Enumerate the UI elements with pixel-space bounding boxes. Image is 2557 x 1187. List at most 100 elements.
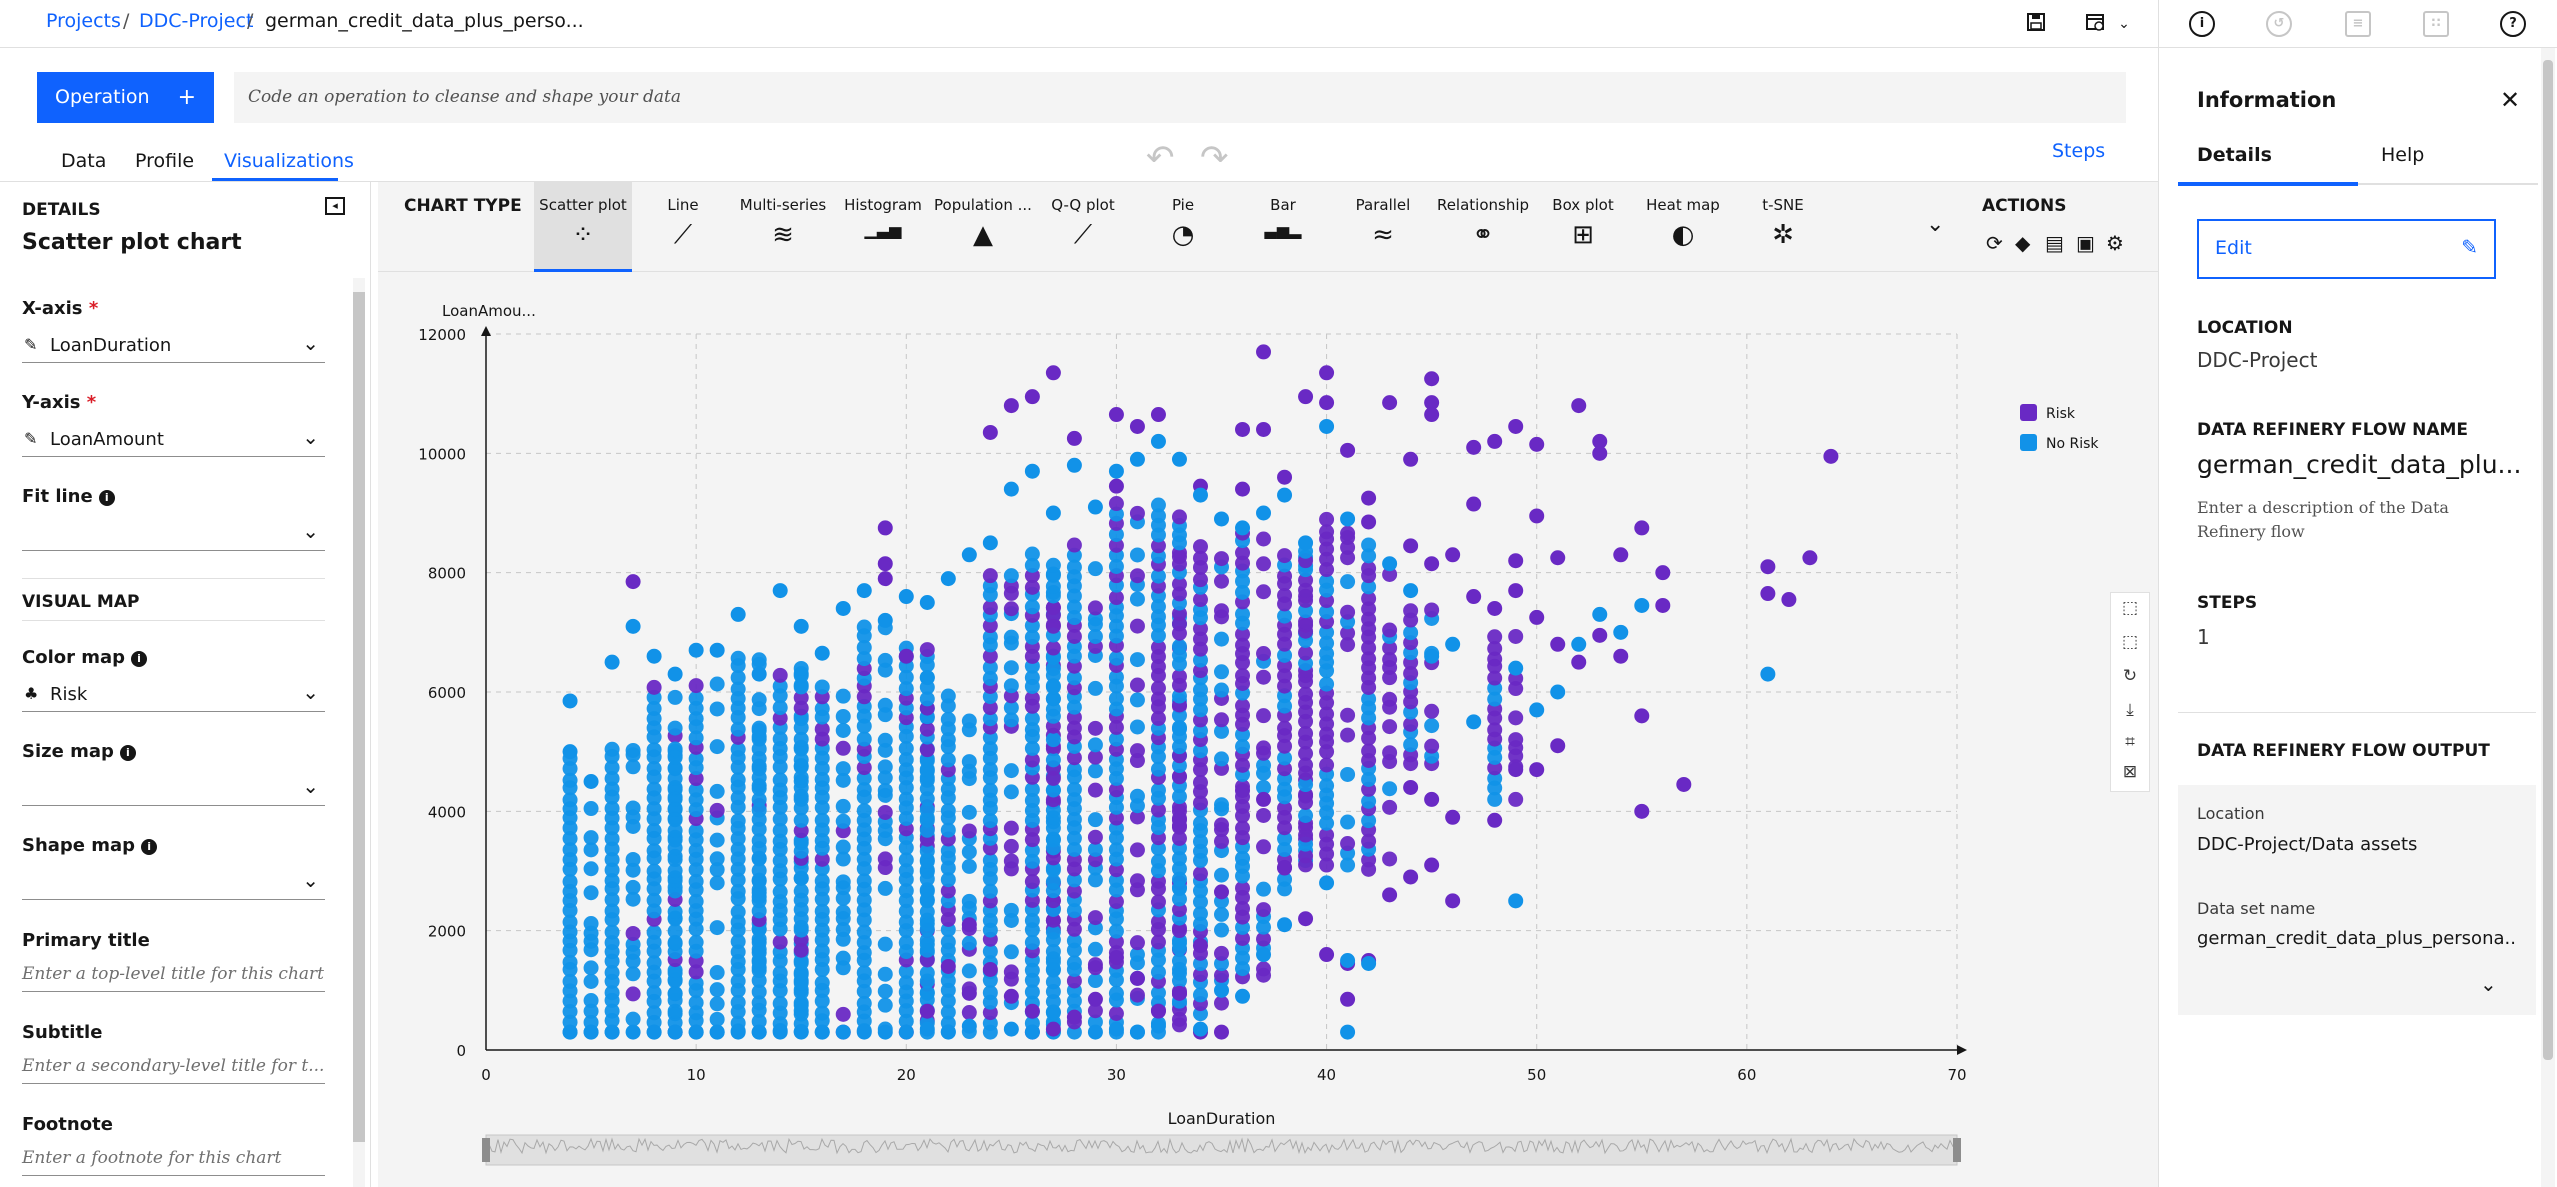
- steps-link[interactable]: Steps: [2052, 140, 2106, 162]
- chevron-down-icon[interactable]: ⌄: [1926, 212, 1945, 237]
- details-scrollbar-thumb[interactable]: [353, 292, 365, 1142]
- data-point: [1024, 557, 1040, 573]
- zoom-region-icon[interactable]: ⬚: [2121, 598, 2139, 618]
- data-point: [1108, 719, 1124, 735]
- data-point: [1256, 947, 1272, 963]
- footnote-input[interactable]: Enter a footnote for this chart: [22, 1142, 325, 1176]
- info-scrollbar-thumb[interactable]: [2543, 60, 2553, 1060]
- chart-type-line[interactable]: Line ⟋: [634, 182, 732, 272]
- close-icon[interactable]: ✕: [2500, 86, 2521, 114]
- chart-type-parallel[interactable]: Parallel ≈: [1334, 182, 1432, 272]
- data-point: [1277, 548, 1293, 564]
- info-icon[interactable]: i: [119, 745, 136, 761]
- data-point: [919, 642, 935, 658]
- info-icon[interactable]: i: [2189, 11, 2215, 37]
- fit-line-select[interactable]: ⌄: [22, 517, 325, 551]
- data-point: [562, 693, 578, 709]
- zoom-reset-icon[interactable]: ⬚: [2121, 632, 2139, 652]
- data-point: [1192, 906, 1208, 922]
- restore-icon[interactable]: ↻: [2122, 666, 2138, 686]
- chart-type-relationship[interactable]: Relationship ⚭: [1434, 182, 1532, 272]
- data-point: [1045, 732, 1061, 748]
- redo-icon[interactable]: ↷: [1200, 138, 1229, 178]
- document-icon[interactable]: ▤: [2045, 231, 2064, 255]
- data-point: [835, 600, 851, 616]
- primary-title-input[interactable]: Enter a top-level title for this chart: [22, 958, 325, 992]
- data-zoom-handle-right: [1953, 1138, 1961, 1162]
- data-point: [1003, 578, 1019, 594]
- x-axis-select[interactable]: ✎ LoanDuration ⌄: [22, 329, 325, 363]
- info-icon[interactable]: i: [141, 839, 158, 855]
- help-icon[interactable]: ?: [2500, 11, 2526, 37]
- brush-rect-icon[interactable]: ⌗: [2125, 732, 2135, 752]
- refresh-icon[interactable]: ⟳: [1986, 231, 2003, 255]
- data-point: [772, 1024, 788, 1040]
- chart-toolbox: [2110, 592, 2150, 792]
- operation-button[interactable]: Operation +: [37, 72, 214, 123]
- size-map-select[interactable]: ⌄: [22, 772, 325, 806]
- tab-profile[interactable]: Profile: [135, 150, 195, 172]
- data-point: [982, 730, 998, 746]
- data-point: [709, 996, 725, 1012]
- data-point: [1045, 679, 1061, 695]
- breadcrumb-projects[interactable]: Projects: [46, 10, 121, 32]
- tab-visualizations[interactable]: Visualizations: [224, 150, 354, 172]
- flow-description[interactable]: Enter a description of the Data Refinery…: [2197, 498, 2449, 541]
- clear-selection-icon[interactable]: ⊠: [2122, 762, 2138, 782]
- data-point: [1256, 807, 1272, 823]
- data-point: [1298, 686, 1314, 702]
- info-tab-details[interactable]: Details: [2197, 144, 2272, 166]
- chart-type-qq[interactable]: Q-Q plot ⟋: [1034, 182, 1132, 272]
- data-point: [1045, 954, 1061, 970]
- data-point: [688, 995, 704, 1011]
- tab-data[interactable]: Data: [61, 150, 107, 172]
- tag-icon[interactable]: ◆: [2015, 231, 2031, 255]
- chart-type-histogram[interactable]: Histogram ▁▃▅: [834, 182, 932, 272]
- data-point: [1150, 628, 1166, 644]
- data-point: [1108, 731, 1124, 747]
- chart-type-multi-series[interactable]: Multi-series ≋: [734, 182, 832, 272]
- chart-type-tsne[interactable]: t-SNE ✲: [1734, 182, 1832, 272]
- info-icon[interactable]: i: [131, 651, 148, 667]
- chart-type-population[interactable]: Population ... ▲: [934, 182, 1032, 272]
- y-axis-select[interactable]: ✎ LoanAmount ⌄: [22, 423, 325, 457]
- data-point: [625, 1011, 641, 1027]
- chart-type-scatter[interactable]: Scatter plot ⁘: [534, 182, 632, 272]
- data-point: [1256, 740, 1272, 756]
- data-point: [1298, 614, 1314, 630]
- info-tab-help[interactable]: Help: [2381, 144, 2425, 166]
- shape-map-select[interactable]: ⌄: [22, 866, 325, 900]
- breadcrumb-project[interactable]: DDC-Project: [139, 10, 254, 32]
- operation-code-input[interactable]: Code an operation to cleanse and shape y…: [234, 72, 2126, 123]
- collapse-panel-icon[interactable]: ◂: [325, 197, 345, 215]
- data-point: [1045, 924, 1061, 940]
- schedule-icon[interactable]: [2084, 12, 2108, 36]
- chart-type-box-plot[interactable]: Box plot ⊞: [1534, 182, 1632, 272]
- edit-button[interactable]: Edit ✎: [2197, 219, 2496, 279]
- resize-handle[interactable]: ⋮: [371, 676, 389, 697]
- data-point: [898, 935, 914, 951]
- data-point: [1192, 663, 1208, 679]
- image-icon[interactable]: ▣: [2076, 231, 2095, 255]
- data-point: [772, 772, 788, 788]
- data-point: [1361, 560, 1377, 576]
- data-point: [1087, 680, 1103, 696]
- download-icon[interactable]: ⤓: [2126, 700, 2134, 720]
- chart-type-heat-map[interactable]: Heat map ◐: [1634, 182, 1732, 272]
- chevron-down-icon[interactable]: ⌄: [2118, 16, 2130, 32]
- chart-type-pie[interactable]: Pie ◔: [1134, 182, 1232, 272]
- undo-icon[interactable]: ↶: [1146, 138, 1175, 178]
- save-icon[interactable]: [2024, 12, 2048, 36]
- gear-icon[interactable]: ⚙: [2106, 231, 2124, 255]
- data-point: [1424, 718, 1440, 734]
- history-icon[interactable]: ↺: [2266, 11, 2292, 37]
- chart-type-bar[interactable]: Bar ▃▅▂: [1234, 182, 1332, 272]
- apps-icon[interactable]: ∷: [2423, 11, 2449, 37]
- color-map-select[interactable]: ♣ Risk ⌄: [22, 678, 325, 712]
- data-point: [1108, 537, 1124, 553]
- data-point: [856, 689, 872, 705]
- subtitle-input[interactable]: Enter a secondary-level title for t...: [22, 1050, 325, 1084]
- comment-icon[interactable]: ≡: [2345, 11, 2371, 37]
- info-icon[interactable]: i: [98, 490, 115, 506]
- chevron-down-icon[interactable]: ⌄: [2480, 972, 2497, 996]
